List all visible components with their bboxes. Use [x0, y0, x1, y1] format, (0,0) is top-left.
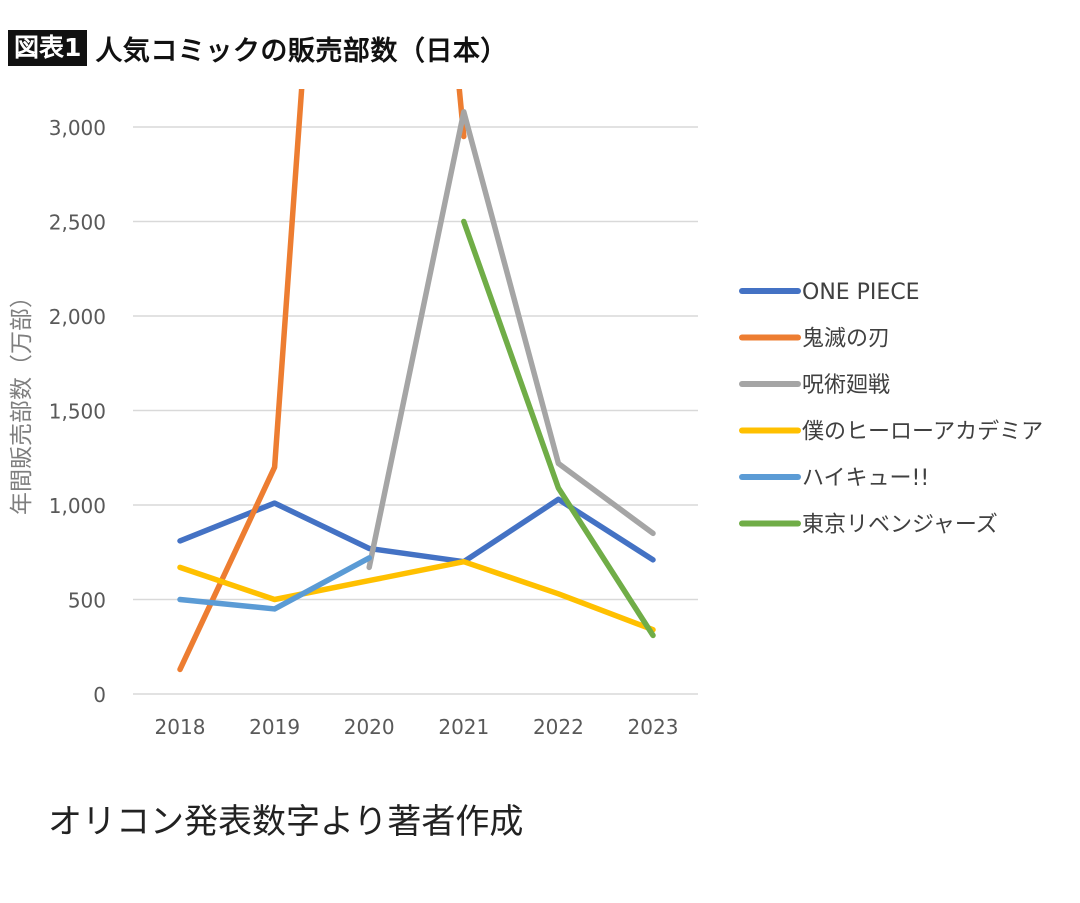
- line-chart: 0 500 1,000 1,500 2,000 2,500 3,000 2018 2019 202…: [9, 89, 1043, 739]
- y-tick-label: 1,500: [49, 400, 106, 424]
- series-line-1: [177, 89, 467, 673]
- y-tick-label: 2,500: [49, 211, 106, 235]
- legend-label: ONE PIECE: [802, 280, 920, 305]
- x-tick-label: 2021: [438, 715, 489, 739]
- y-tick-label: 3,000: [49, 116, 106, 140]
- y-axis-title: 年間販売部数（万部）: [9, 285, 35, 515]
- legend-label: 東京リベンジャーズ: [802, 513, 998, 538]
- y-tick-label: 500: [68, 589, 106, 613]
- x-tick-label: 2018: [155, 715, 206, 739]
- y-tick-label: 0: [93, 683, 106, 707]
- series-line-0: [177, 496, 656, 565]
- x-tick-label: 2023: [628, 715, 679, 739]
- legend-label: ハイキュー!!: [802, 466, 929, 491]
- figure-title: 人気コミックの販売部数（日本）: [95, 35, 508, 67]
- x-tick-label: 2019: [249, 715, 300, 739]
- series-group: [177, 89, 656, 673]
- x-tick-label: 2020: [344, 715, 395, 739]
- chart-title: 図表1 人気コミックの販売部数（日本）: [8, 28, 508, 68]
- series-line-4: [177, 555, 372, 612]
- series-line-3: [177, 558, 656, 633]
- source-note: オリコン発表数字より著者作成: [48, 802, 524, 842]
- legend-label: 鬼滅の刃: [802, 327, 890, 352]
- legend-label: 呪術廻戦: [802, 373, 890, 398]
- series-line-2: [366, 109, 656, 571]
- figure-badge: 図表1: [8, 30, 88, 66]
- legend-label: 僕のヒーローアカデミア: [802, 420, 1043, 445]
- x-tick-label: 2022: [533, 715, 584, 739]
- y-tick-label: 2,000: [49, 305, 106, 329]
- series-line-5: [461, 218, 656, 639]
- y-tick-label: 1,000: [49, 494, 106, 518]
